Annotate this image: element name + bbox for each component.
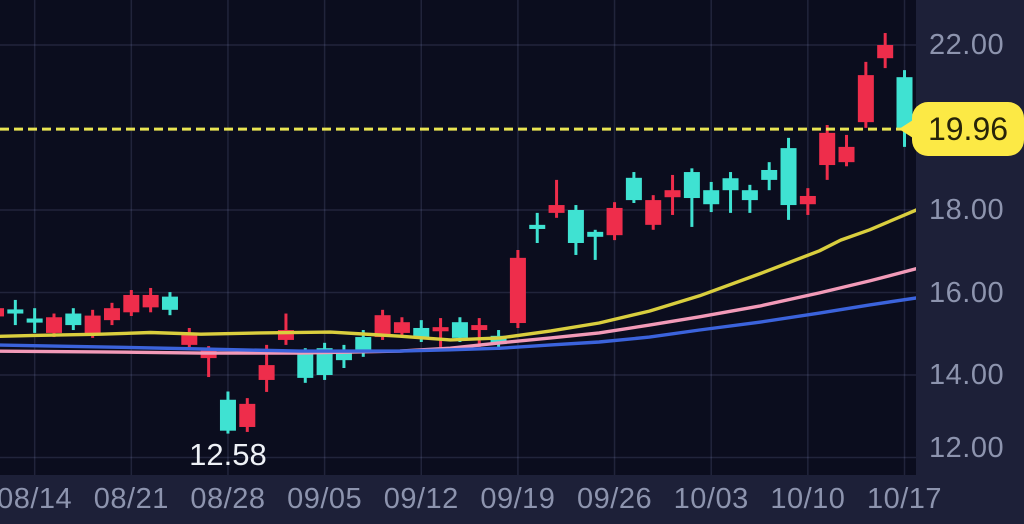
candle-body [838,146,855,163]
candle-body [683,172,700,199]
time-axis[interactable]: 08/14 08/21 08/28 09/05 09/12 09/19 09/26 10/03… [0,475,942,524]
candle-body [239,403,256,427]
candle-body [335,351,352,361]
candle-body [664,190,681,198]
candle-body [741,190,758,201]
candle-body [625,177,642,201]
candle-body [123,294,140,313]
candle-body [142,294,159,308]
candle-body [432,327,449,332]
candle-body [316,348,333,375]
candle-body [799,195,816,205]
ma-lines [0,208,916,355]
time-tick-label: 10/10 [770,483,846,515]
candle-body [567,210,584,243]
candle-body [587,231,604,237]
price-tick-label: 16.00 [929,276,1005,309]
candle-body [277,330,294,340]
candlestick-plot[interactable]: 12.58 [0,0,916,475]
time-tick-label: 09/26 [577,483,653,515]
price-tick-label: 12.00 [929,432,1005,464]
price-flag-pointer-icon [899,120,913,139]
candle-body [7,309,24,314]
price-flag-value: 19.96 [927,110,1009,147]
time-tick-label: 08/28 [190,483,266,515]
price-tick-label: 22.00 [929,29,1005,61]
candle-body [258,365,275,380]
candle-body [219,399,236,431]
chart-canvas[interactable] [0,0,916,475]
candle-body [471,325,488,331]
candle-body [703,190,720,205]
candle-body [722,178,739,191]
time-tick-label: 10/03 [673,483,749,515]
candle-body [896,77,913,128]
candle-body [161,296,178,310]
time-tick-label: 08/14 [0,483,73,515]
price-axis[interactable]: 22.00 18.00 16.00 14.00 12.00 [916,0,1024,524]
price-tick-label: 18.00 [929,194,1005,226]
ma-pink-line [0,266,916,355]
candle-body [181,332,198,345]
candle-body [355,337,372,352]
ma-blue-line [0,296,916,353]
candle-body [548,205,565,213]
candle-body [65,313,82,326]
time-tick-label: 09/05 [287,483,363,515]
time-tick-label: 10/17 [866,483,943,515]
candle-body [451,322,468,338]
candle-body [26,318,43,323]
candle-body [393,322,410,333]
candle-series[interactable] [0,33,913,434]
time-tick-label: 08/21 [93,483,169,515]
low-price-label: 12.58 [189,437,267,472]
candle-body [780,148,797,206]
candle-body [490,335,507,345]
candle-body [529,224,546,229]
candle-body [297,353,314,378]
ma-yellow-line [0,208,916,342]
price-tick-label: 14.00 [929,359,1005,391]
candle-body [606,207,623,236]
candle-body [103,308,120,321]
grid-lines [0,0,916,475]
candle-body [45,317,62,333]
time-tick-label: 09/19 [480,483,556,515]
candle-body [374,315,391,338]
candle-body [857,75,874,123]
time-tick-label: 09/12 [383,483,459,515]
candle-body [509,257,526,324]
candle-body [413,327,430,338]
candle-body [877,45,894,59]
price-flag: 19.96 [899,102,1024,157]
candle-body [645,200,662,225]
candle-body [0,308,4,317]
candle-body [84,315,101,335]
candle-body [819,132,836,166]
candle-body [761,169,778,180]
